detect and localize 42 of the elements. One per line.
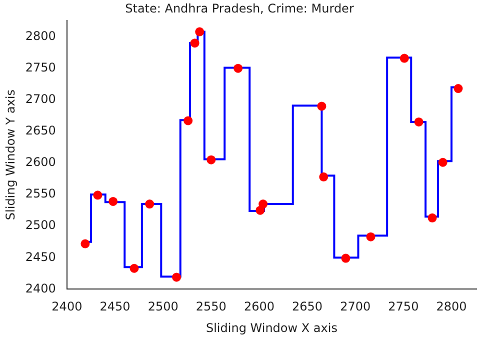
y-tick-label: 2650 <box>25 124 56 138</box>
y-tick-label: 2800 <box>25 28 56 43</box>
point <box>366 232 376 242</box>
point <box>190 38 200 48</box>
y-tick-label: 2500 <box>25 218 56 232</box>
x-tick-label: 2550 <box>196 300 226 314</box>
point <box>184 116 193 126</box>
point <box>172 272 182 282</box>
point <box>258 200 268 209</box>
x-tick-label: 2450 <box>100 300 130 314</box>
y-tick-label: 2600 <box>25 155 56 170</box>
y-tick-label: 2450 <box>25 250 56 264</box>
y-axis-title: Sliding Window Y axis <box>3 90 18 220</box>
point <box>438 158 448 167</box>
y-tick-label: 2400 <box>25 281 56 296</box>
point <box>234 64 243 73</box>
point <box>108 196 118 206</box>
point <box>454 84 463 94</box>
x-axis-title: Sliding Window X axis <box>206 320 338 335</box>
y-tick-label: 2750 <box>25 60 56 74</box>
point <box>195 27 204 36</box>
point <box>414 117 424 126</box>
x-tick-label: 2500 <box>148 300 178 314</box>
point <box>428 213 437 222</box>
point <box>93 190 102 200</box>
x-tick-label: 2400 <box>52 300 82 314</box>
chart-title: State: Andhra Pradesh, Crime: Murder <box>125 1 354 16</box>
y-tick-label: 2550 <box>25 186 56 201</box>
point <box>319 172 328 182</box>
point <box>80 239 90 248</box>
point <box>145 200 154 209</box>
y-tick-label: 2700 <box>25 92 56 106</box>
point <box>206 155 216 164</box>
x-tick-label: 2700 <box>340 300 371 314</box>
point <box>341 254 350 263</box>
x-tick-label: 2650 <box>292 300 323 314</box>
x-tick-label: 2800 <box>436 300 467 314</box>
x-tick-label: 2750 <box>388 300 419 314</box>
point <box>317 102 326 111</box>
x-tick-label: 2600 <box>244 300 274 314</box>
point <box>400 54 409 63</box>
point <box>130 264 139 273</box>
